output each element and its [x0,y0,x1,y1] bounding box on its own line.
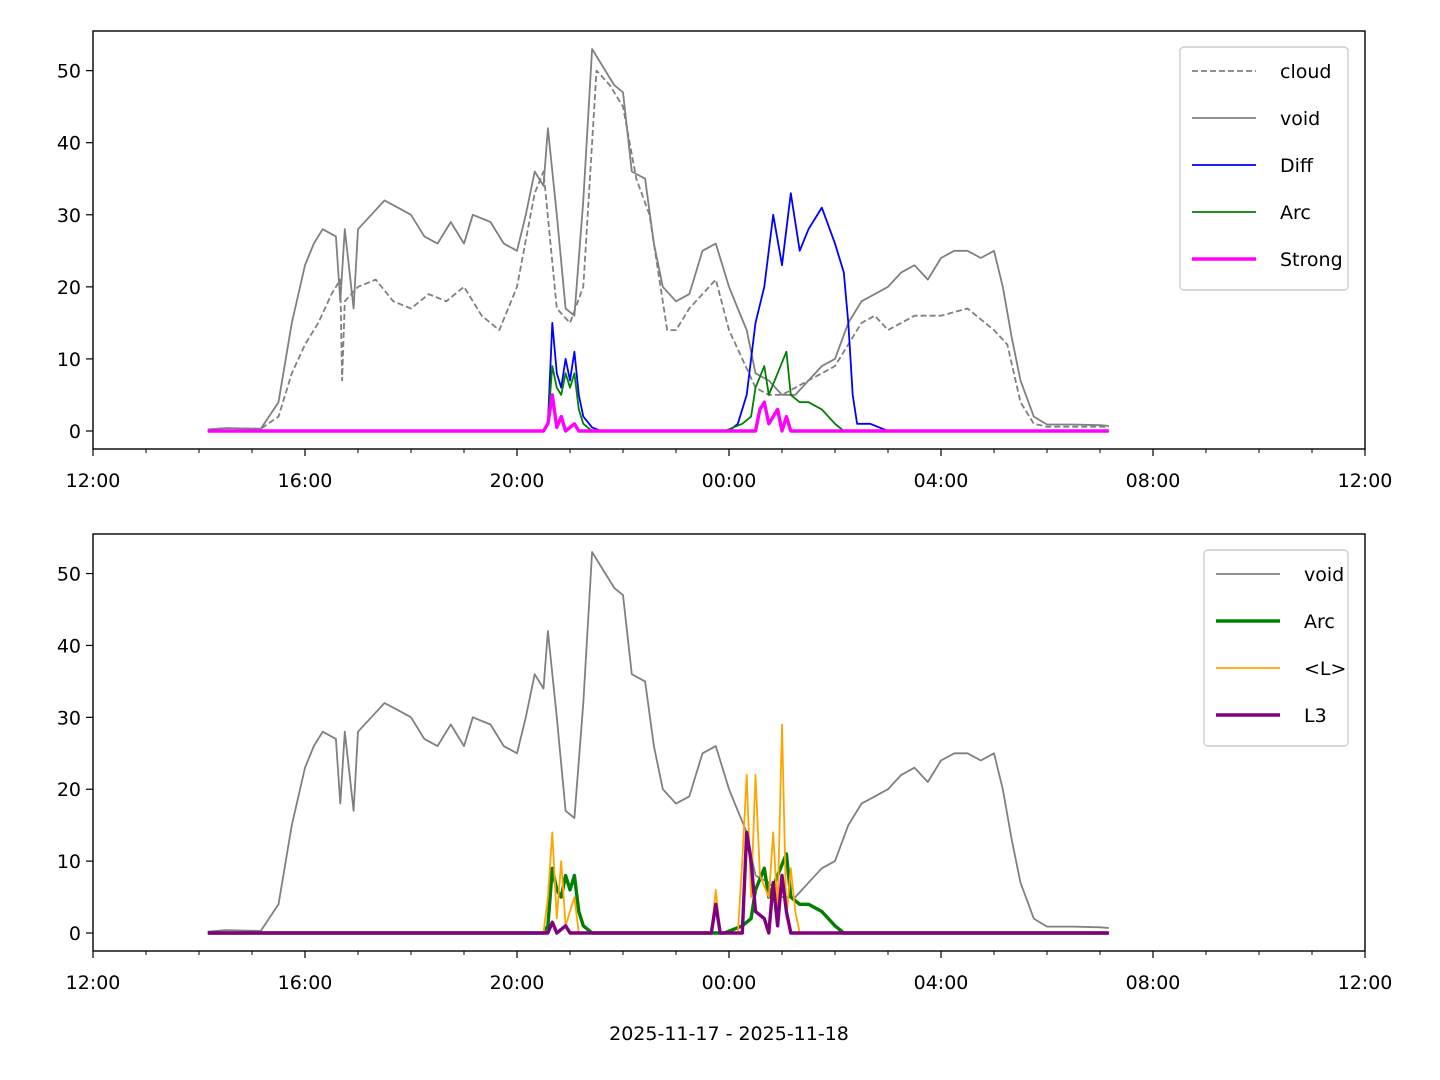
x-tick-label: 00:00 [702,470,757,492]
y-tick-label: 20 [57,277,81,299]
y-tick-label: 20 [57,779,81,801]
y-tick-label: 10 [57,851,81,873]
x-tick-label: 00:00 [702,972,757,994]
bottom-legend: void Arc <L> L3 [1203,549,1349,747]
legend-box [1179,46,1349,291]
x-tick-label: 16:00 [278,972,333,994]
series-line-diff [207,192,1109,432]
y-tick-label: 50 [57,61,81,83]
legend-label: L3 [1304,705,1327,727]
series-line-void [207,48,1109,431]
legend-label: Diff [1280,155,1314,177]
x-tick-label: 04:00 [914,972,969,994]
x-tick-label: 20:00 [490,470,545,492]
x-tick-label: 08:00 [1126,972,1181,994]
legend-label: <L> [1304,658,1346,680]
legend-label: Arc [1304,611,1335,633]
x-tick-label: 12:00 [1338,972,1393,994]
y-tick-label: 0 [69,923,81,945]
y-tick-label: 50 [57,564,81,586]
series-line-arc [207,350,1109,432]
legend-label: void [1304,564,1344,586]
y-tick-label: 30 [57,205,81,227]
x-tick-label: 12:00 [1338,470,1393,492]
bottom-axes: 12:00 16:00 20:00 00:00 04:00 08:00 12:00 0 10 20… [57,533,1393,994]
legend-box [1203,549,1349,747]
legend-label: cloud [1280,61,1331,83]
legend-label: Arc [1280,202,1311,224]
legend-label: void [1280,108,1320,130]
x-tick-label: 20:00 [490,972,545,994]
bottom-ticks: 12:00 16:00 20:00 00:00 04:00 08:00 12:00 0 10 20… [57,564,1393,994]
legend-label: Strong [1280,249,1343,271]
series-line-strong [207,393,1109,433]
y-tick-label: 10 [57,349,81,371]
series-line-cloud [207,69,1109,431]
top-series-layer [207,48,1109,433]
x-tick-label: 16:00 [278,470,333,492]
x-tick-label: 12:00 [66,470,121,492]
x-tick-label: 08:00 [1126,470,1181,492]
y-tick-label: 0 [69,421,81,443]
series-line-void [207,551,1109,933]
x-axis-label: 2025-11-17 - 2025-11-18 [609,1023,849,1045]
y-tick-label: 40 [57,133,81,155]
y-tick-label: 30 [57,707,81,729]
x-tick-label: 12:00 [66,972,121,994]
top-legend: cloud void Diff Arc Strong [1179,46,1349,291]
series-line-l [207,723,1109,934]
top-ticks: 12:00 16:00 20:00 00:00 04:00 08:00 12:00 0 10 20… [57,61,1393,492]
top-axes: 12:00 16:00 20:00 00:00 04:00 08:00 12:00 0 10 20… [57,30,1393,492]
y-tick-label: 40 [57,635,81,657]
x-tick-label: 04:00 [914,470,969,492]
bottom-series-layer [207,551,1109,935]
series-line-l3 [207,830,1109,935]
